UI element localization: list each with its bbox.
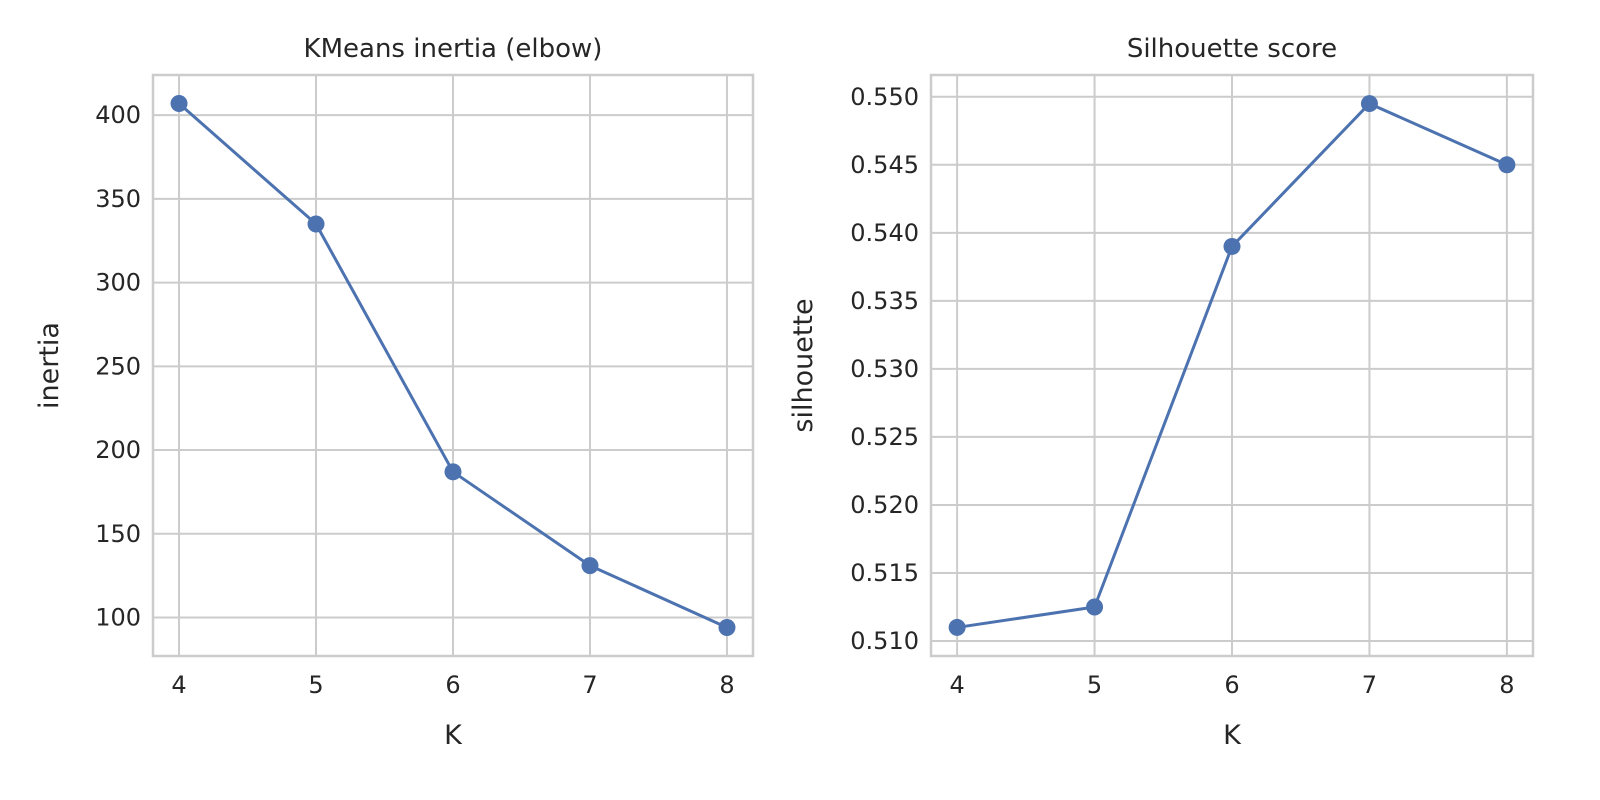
- y-tick-label: 0.550: [850, 83, 919, 111]
- chart-title: KMeans inertia (elbow): [304, 34, 603, 64]
- x-tick-label: 4: [171, 671, 186, 699]
- y-tick-label: 0.535: [850, 287, 919, 315]
- y-tick-label: 100: [95, 603, 141, 631]
- y-tick-label: 0.540: [850, 219, 919, 247]
- y-tick-label: 400: [95, 101, 141, 129]
- y-tick-label: 350: [95, 185, 141, 213]
- x-tick-label: 8: [719, 671, 734, 699]
- y-tick-label: 0.525: [850, 423, 919, 451]
- x-tick-label: 7: [1362, 671, 1377, 699]
- data-point: [170, 94, 188, 112]
- y-tick-label: 250: [95, 352, 141, 380]
- data-point: [581, 557, 599, 575]
- x-tick-label: 5: [308, 671, 323, 699]
- x-tick-label: 8: [1499, 671, 1514, 699]
- chart-title: Silhouette score: [1127, 34, 1337, 64]
- data-point: [1223, 237, 1241, 255]
- data-point: [1498, 156, 1516, 174]
- data-point: [718, 619, 736, 637]
- y-tick-label: 0.530: [850, 355, 919, 383]
- chart-panel-1: 4 5 6 7 8 100 150 200 250 300 350 400 KMeans inertia…: [34, 34, 755, 751]
- y-tick-label: 200: [95, 436, 141, 464]
- plot-frame: [929, 73, 1535, 658]
- data-point: [948, 618, 966, 636]
- x-tick-label: 7: [582, 671, 597, 699]
- grid: [931, 75, 1533, 656]
- y-tick-label: 0.545: [850, 151, 919, 179]
- x-axis-label: K: [444, 720, 463, 751]
- x-tick-label: 5: [1087, 671, 1102, 699]
- y-axis-label: silhouette: [788, 298, 819, 432]
- y-tick-label: 0.510: [850, 627, 919, 655]
- data-point: [307, 215, 325, 233]
- data-point: [1360, 95, 1378, 113]
- y-axis-label: inertia: [34, 322, 65, 409]
- x-tick-label: 6: [1224, 671, 1239, 699]
- x-tick-label: 4: [949, 671, 964, 699]
- y-tick-label: 0.515: [850, 559, 919, 587]
- x-tick-label: 6: [445, 671, 460, 699]
- data-point: [444, 463, 462, 481]
- y-tick-label: 0.520: [850, 491, 919, 519]
- x-axis-label: K: [1223, 720, 1242, 751]
- data-point: [1086, 598, 1104, 616]
- plot-frame: [151, 73, 755, 658]
- y-tick-label: 300: [95, 269, 141, 297]
- grid: [153, 75, 753, 656]
- chart-panel-2: 4 5 6 7 8 0.510 0.515 0.520 0.525 0.530 0.535 0.540…: [788, 34, 1535, 751]
- y-tick-label: 150: [95, 520, 141, 548]
